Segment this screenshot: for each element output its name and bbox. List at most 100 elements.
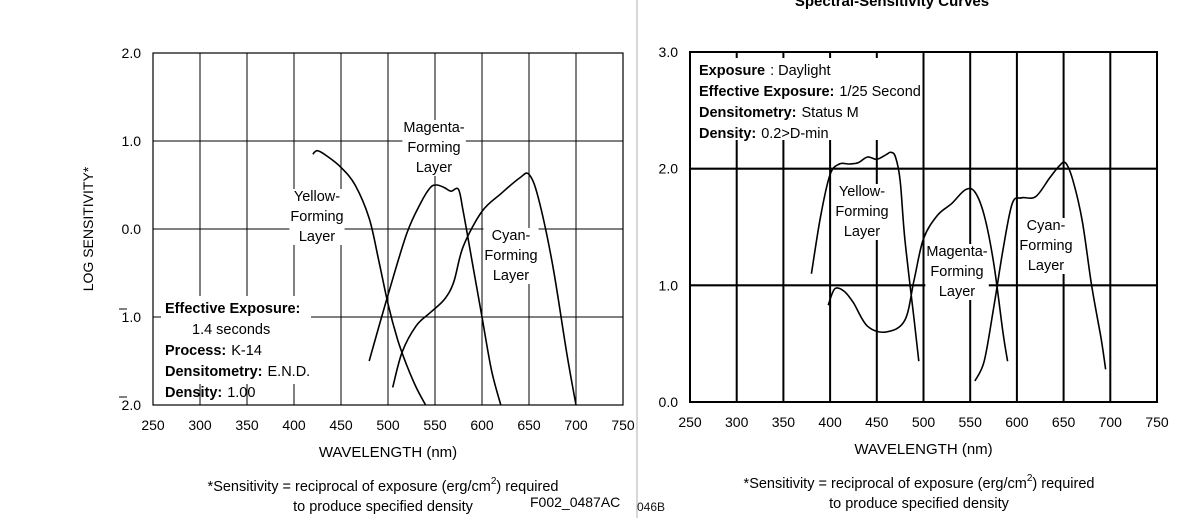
x-tick-label: 500 — [912, 414, 936, 430]
x-tick-label: 500 — [376, 417, 400, 433]
series-label-line: Layer — [939, 284, 975, 300]
series-label-background — [1018, 218, 1074, 274]
figure-code: F002_0487AC — [530, 494, 620, 510]
info-row: Density: 0.2>D-min — [699, 126, 829, 142]
x-tick-label: 400 — [282, 417, 306, 433]
series-line — [368, 184, 502, 406]
info-value: K-14 — [231, 343, 262, 359]
x-tick-label: 650 — [1052, 414, 1076, 430]
info-row: 1.4 seconds — [192, 322, 270, 338]
y-tick-label: 0.0 — [122, 221, 142, 237]
y-tick-label: 1.0 — [659, 277, 679, 293]
info-value: Status M — [802, 105, 859, 121]
series-label: Cyan- Forming Layer — [1019, 218, 1072, 274]
y-axis-label: LOG SENSITIVITY* — [80, 166, 96, 291]
footnote-text: ) required — [496, 479, 558, 495]
x-tick-label: 700 — [1099, 414, 1123, 430]
series-label: Yellow- Forming Layer — [290, 189, 343, 245]
x-tick-label: 550 — [959, 414, 983, 430]
series-label-line: Yellow- — [839, 184, 885, 200]
series-label-line: Layer — [416, 160, 452, 176]
plot-frame — [152, 52, 624, 406]
footnote-text: ) required — [1032, 476, 1094, 492]
x-tick-label: 250 — [678, 414, 702, 430]
series-label-line: Forming — [407, 140, 460, 156]
series-line — [312, 149, 427, 406]
series-label-background — [834, 184, 890, 240]
y-tick-label: 2.0 — [659, 161, 679, 177]
series-label: Yellow- Forming Layer — [835, 184, 888, 240]
y-tick-label: 3.0 — [659, 44, 679, 60]
footnote-superscript: 2 — [1027, 473, 1033, 484]
series-line — [974, 161, 1107, 382]
series-label-line: Layer — [844, 224, 880, 240]
series-label-line: Forming — [290, 209, 343, 225]
x-tick-label: 750 — [611, 417, 635, 433]
footnote-superscript: 2 — [491, 476, 497, 487]
series-label-line: Layer — [299, 229, 335, 245]
left-chart: 250 300 350 400 450 500 550 600 650 700 7502.01.00… — [80, 45, 635, 515]
info-value: 0.2>D-min — [761, 126, 828, 142]
x-tick-label: 350 — [772, 414, 796, 430]
info-value: 1.4 seconds — [192, 322, 270, 338]
y-tick-label: 1.0 — [122, 133, 142, 149]
info-label: Effective Exposure: — [165, 301, 300, 317]
series-line — [391, 172, 577, 406]
x-tick-label: 450 — [865, 414, 889, 430]
footnote: *Sensitivity = reciprocal of exposure (e… — [208, 476, 559, 495]
series-label-line: Layer — [493, 268, 529, 284]
x-tick-label: 400 — [818, 414, 842, 430]
y-tick-label: 2.0 — [122, 397, 142, 413]
x-tick-label: 300 — [188, 417, 212, 433]
info-row: Effective Exposure: 1/25 Second — [699, 84, 921, 100]
series-label-line: Forming — [484, 248, 537, 264]
y-tick-label: 0.0 — [659, 394, 679, 410]
info-label: Density: — [165, 385, 222, 401]
info-row: Density: 1.00 — [165, 385, 255, 401]
series-label: Magenta- Forming Layer — [926, 244, 987, 300]
info-label: Effective Exposure: — [699, 84, 834, 100]
info-row: Process: K-14 — [165, 343, 262, 359]
figure-code-fragment: 046B — [637, 500, 666, 514]
x-tick-label: 550 — [423, 417, 447, 433]
footnote: *Sensitivity = reciprocal of exposure (e… — [744, 473, 1095, 492]
series-label: Cyan- Forming Layer — [484, 228, 537, 284]
info-value: 1.00 — [227, 385, 255, 401]
series-line — [827, 187, 1009, 362]
series-label-line: Layer — [1028, 258, 1064, 274]
info-label: Process: — [165, 343, 226, 359]
y-tick-label: 1.0 — [122, 309, 142, 325]
x-tick-label: 450 — [329, 417, 353, 433]
x-tick-label: 250 — [141, 417, 165, 433]
x-tick-label: 750 — [1145, 414, 1169, 430]
series-label-background — [483, 228, 539, 284]
info-box — [161, 296, 311, 384]
info-value: : Daylight — [770, 63, 830, 79]
series-label-line: Forming — [835, 204, 888, 220]
series-label-line: Yellow- — [294, 189, 340, 205]
info-label: Density: — [699, 126, 756, 142]
x-tick-label: 600 — [470, 417, 494, 433]
x-tick-label: 350 — [235, 417, 259, 433]
info-label: Densitometry: — [699, 105, 797, 121]
info-row: Densitometry: Status M — [699, 105, 859, 121]
footnote-text: to produce specified density — [829, 496, 1009, 512]
right-chart: 250 300 350 400 450 500 550 600 650 700 750 0.0 1.0 2… — [659, 44, 1169, 512]
x-tick-label: 300 — [725, 414, 749, 430]
series-label: Magenta- Forming Layer — [403, 120, 464, 176]
series-label-line: Forming — [1019, 238, 1072, 254]
info-box — [695, 58, 880, 140]
series-label-line: Magenta- — [403, 120, 464, 136]
footnote-text: *Sensitivity = reciprocal of exposure (e… — [208, 479, 491, 495]
x-tick-label: 700 — [564, 417, 588, 433]
series-label-line: Forming — [930, 264, 983, 280]
info-row: Densitometry: E.N.D. — [165, 364, 310, 380]
series-label-line: Cyan- — [1027, 218, 1066, 234]
series-label-background — [289, 189, 345, 245]
x-axis-label: WAVELENGTH (nm) — [319, 444, 457, 461]
info-label: Exposure — [699, 63, 765, 79]
x-axis-label: WAVELENGTH (nm) — [854, 441, 992, 458]
panel-divider — [636, 0, 638, 518]
info-row: Effective Exposure: — [165, 301, 300, 317]
